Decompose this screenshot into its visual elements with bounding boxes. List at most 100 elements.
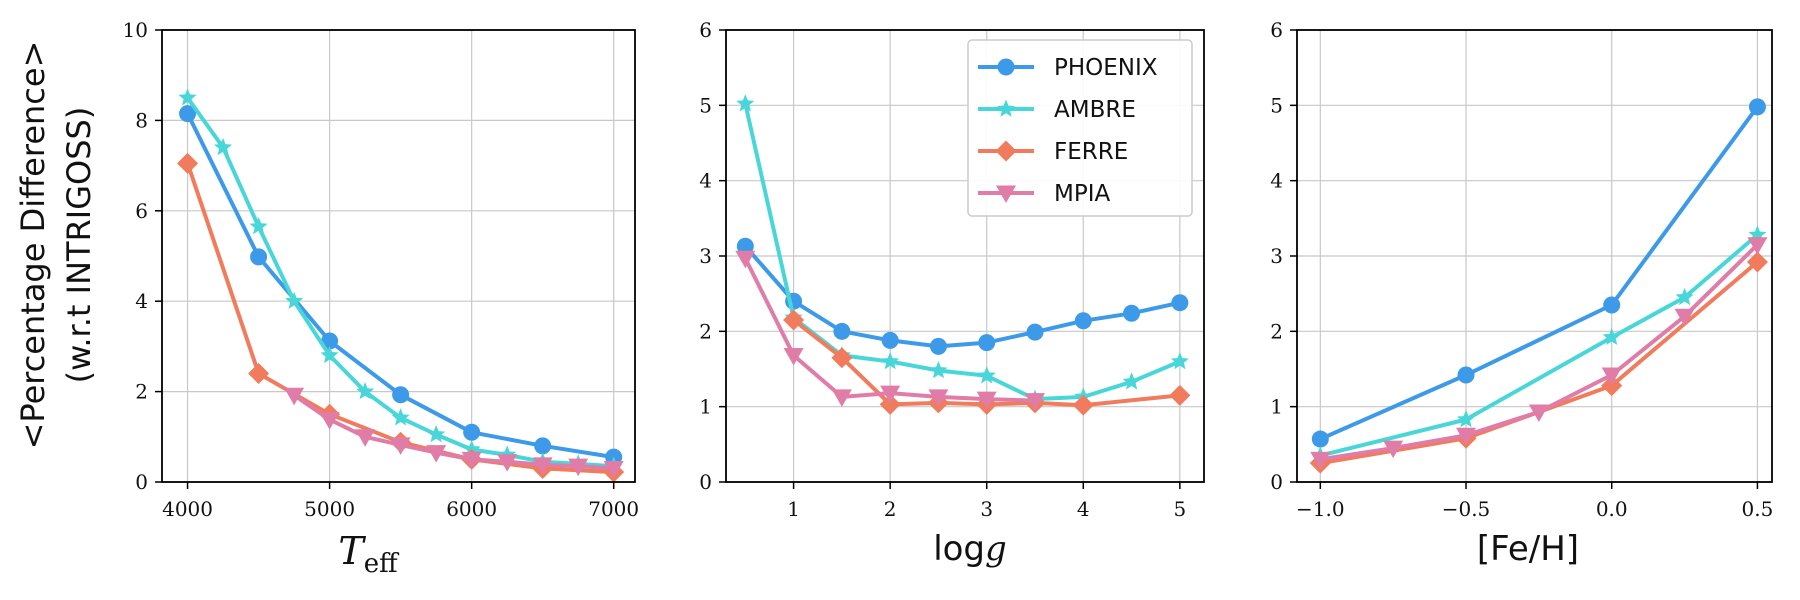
y-tick-label: 0 [135, 470, 148, 494]
data-point-phoenix [1603, 296, 1621, 314]
y-tick-label: 4 [1270, 169, 1283, 193]
data-point-phoenix [1748, 98, 1766, 116]
data-point-mpia [568, 458, 589, 477]
y-tick-label: 6 [1270, 18, 1283, 42]
data-point-mpia [1310, 451, 1331, 470]
data-point-ambre [356, 382, 375, 400]
data-point-phoenix [1123, 304, 1141, 322]
series-line-phoenix [743, 244, 1181, 349]
data-point-phoenix [250, 248, 268, 266]
series-line-mpia [1319, 243, 1759, 462]
y-tick-label: 2 [135, 380, 148, 404]
data-point-mpia [783, 347, 804, 366]
data-point-ambre [249, 217, 268, 235]
y-tick-label: 4 [135, 289, 148, 313]
x-tick-label: 0.0 [1596, 497, 1628, 521]
data-point-mpia [928, 389, 949, 407]
data-point-mpia [1383, 440, 1404, 459]
data-point-mpia [1456, 427, 1477, 446]
series-ferre [177, 152, 625, 483]
x-tick-label: 4 [1077, 497, 1090, 521]
data-point-phoenix [534, 437, 552, 455]
data-point-ambre [427, 425, 446, 443]
x-axis-title-teff: Teff [338, 529, 400, 579]
data-point-ferre [1746, 251, 1768, 273]
legend-label-mpia: MPIA [1054, 181, 1110, 207]
legend-item-phoenix: PHOENIX [978, 55, 1158, 81]
data-point-mpia [1528, 404, 1549, 422]
y-tick-label: 0 [1270, 470, 1283, 494]
x-tick-label: 6000 [446, 497, 497, 521]
data-point-mpia [735, 250, 756, 269]
data-point-ferre [831, 347, 853, 369]
data-point-phoenix [881, 331, 899, 349]
x-axis-title-feh: [Fe/H] [1477, 529, 1579, 569]
data-point-phoenix [1074, 312, 1092, 330]
y-tick-label: 6 [135, 199, 148, 223]
data-point-phoenix [392, 386, 410, 404]
data-point-mpia [880, 385, 901, 404]
legend-label-phoenix: PHOENIX [1054, 55, 1158, 81]
legend-marker-ambre [997, 99, 1015, 117]
data-point-mpia [1601, 367, 1622, 386]
legend-label-ferre: FERRE [1054, 139, 1128, 165]
series-mpia [1310, 237, 1768, 470]
data-point-ambre [977, 366, 996, 384]
legend-label-ambre: AMBRE [1054, 97, 1136, 123]
series-mpia [284, 387, 624, 479]
data-point-ambre [214, 138, 233, 156]
legend-item-mpia: MPIA [978, 181, 1110, 207]
y-tick-label: 4 [699, 169, 712, 193]
data-point-phoenix [736, 237, 754, 255]
y-tick-label: 0 [699, 470, 712, 494]
panel-feh: −1.0 −0.5 0.0 0.5 0 1 2 3 4 5 6 [1270, 18, 1773, 521]
series-line-ambre [1319, 233, 1759, 458]
data-point-ambre [1170, 352, 1189, 370]
y-tick-label: 3 [1270, 244, 1283, 268]
series-phoenix [736, 237, 1189, 355]
data-point-ambre [285, 291, 304, 309]
data-point-phoenix [321, 332, 339, 350]
data-point-ambre [462, 440, 481, 458]
data-point-ferre [248, 363, 270, 385]
y-tick-label: 6 [699, 18, 712, 42]
y-tick-label: 2 [699, 319, 712, 343]
x-tick-label: −1.0 [1296, 497, 1345, 521]
data-point-mpia [1747, 237, 1768, 255]
data-point-phoenix [833, 322, 851, 340]
legend: PHOENIX AMBRE FERRE MPIA [967, 39, 1193, 217]
x-tick-label: 0.5 [1742, 497, 1774, 521]
series-ambre [1311, 225, 1767, 464]
data-point-ambre [1675, 287, 1694, 306]
data-point-mpia [390, 437, 411, 455]
data-point-ambre [178, 88, 197, 106]
data-point-mpia [1025, 393, 1046, 411]
x-tick-label: 3 [980, 497, 993, 521]
series-mpia [735, 250, 1046, 411]
legend-marker-phoenix [997, 58, 1015, 76]
data-point-phoenix [929, 337, 947, 355]
x-tick-label: 1 [787, 497, 800, 521]
data-point-ambre [391, 408, 410, 426]
x-axis-title-logg: logg [933, 529, 1007, 569]
x-tick-label: 2 [884, 497, 897, 521]
data-point-ferre [177, 152, 199, 174]
data-point-mpia [976, 391, 997, 410]
y-tick-label: 5 [1270, 93, 1283, 117]
data-point-ambre [320, 345, 339, 364]
data-point-mpia [461, 451, 482, 470]
data-point-ferre [1601, 375, 1623, 397]
data-point-mpia [319, 412, 340, 430]
series-ambre [178, 88, 623, 474]
y-tick-label: 10 [123, 18, 148, 42]
x-tick-label: 5 [1173, 497, 1186, 521]
x-tick-label: 4000 [162, 497, 213, 521]
y-axis-title-line1: <Percentage Difference> [14, 41, 52, 450]
panel-teff: 4000 5000 6000 7000 0 2 4 6 8 10 [123, 18, 640, 521]
y-tick-label: 5 [699, 93, 712, 117]
data-point-phoenix [179, 105, 197, 123]
data-point-phoenix [978, 334, 996, 352]
data-point-ferre [1169, 384, 1191, 406]
data-point-ferre [1072, 394, 1094, 416]
y-tick-label: 1 [1270, 395, 1283, 419]
